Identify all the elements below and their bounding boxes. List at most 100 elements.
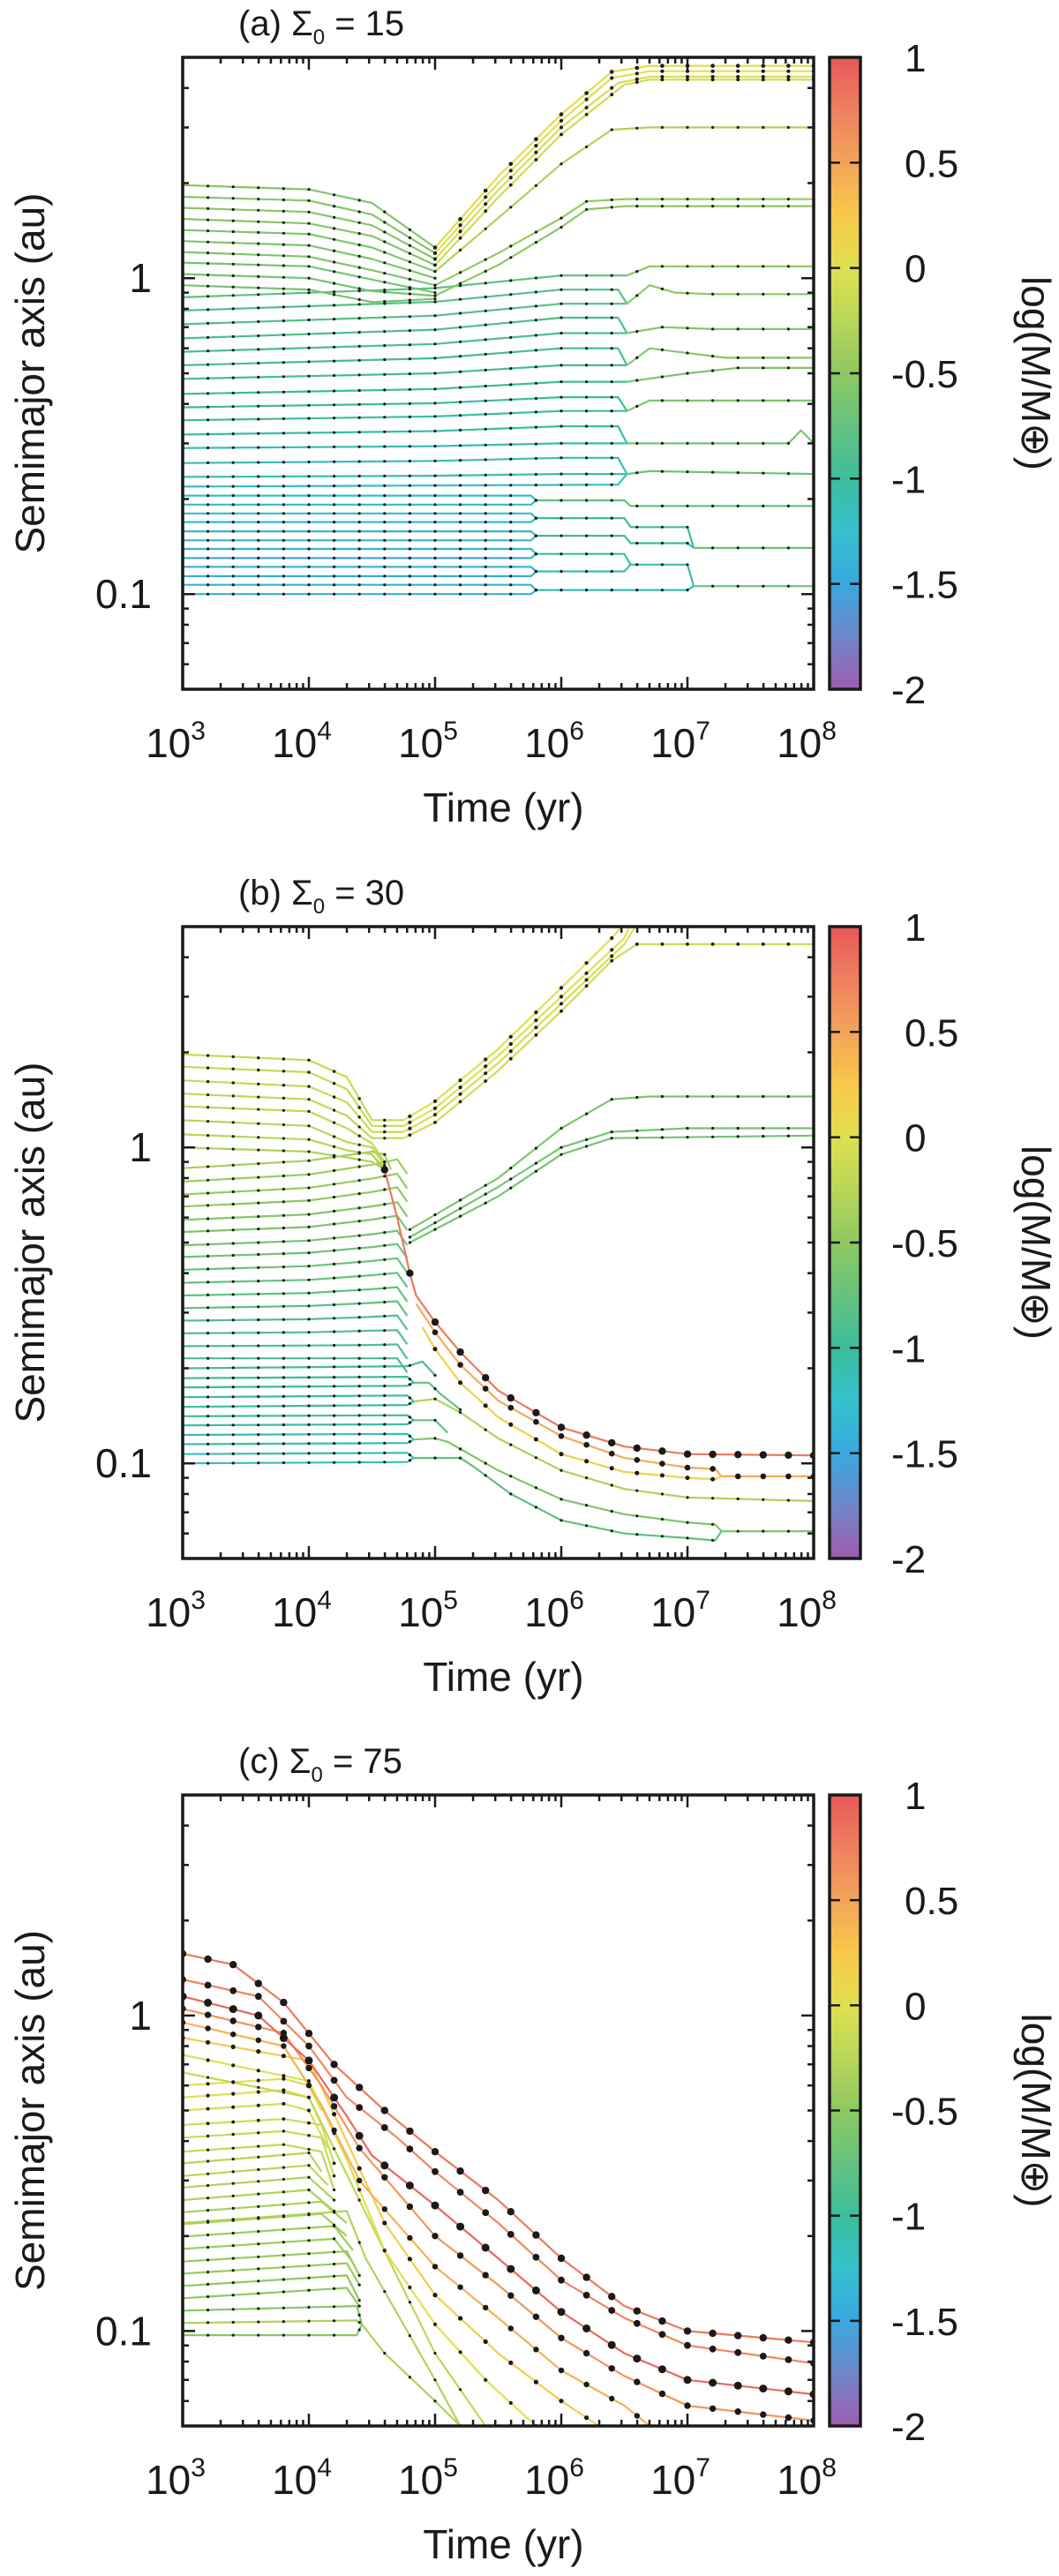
- output-marker: [509, 512, 513, 515]
- output-marker: [231, 1442, 235, 1446]
- x-tick-base: 10: [272, 2457, 317, 2503]
- output-marker: [307, 1124, 311, 1128]
- output-marker: [307, 1365, 311, 1369]
- output-marker: [257, 2085, 260, 2089]
- output-marker: [207, 1191, 210, 1195]
- output-marker: [357, 494, 361, 498]
- output-marker: [357, 565, 361, 568]
- output-marker: [534, 442, 538, 446]
- output-marker: [433, 494, 437, 498]
- output-marker: [281, 2043, 287, 2049]
- output-marker: [507, 2208, 514, 2216]
- output-marker: [762, 1135, 765, 1138]
- output-marker: [383, 302, 387, 305]
- output-marker: [710, 75, 715, 79]
- output-marker: [509, 457, 513, 461]
- output-marker: [231, 2206, 235, 2210]
- output-marker: [610, 331, 613, 335]
- output-marker: [257, 242, 260, 245]
- output-marker: [383, 1216, 387, 1220]
- x-tick-label: 105: [398, 1586, 458, 1635]
- output-marker: [333, 373, 336, 378]
- output-marker: [333, 1168, 336, 1172]
- output-marker: [307, 494, 311, 498]
- output-marker: [560, 302, 563, 305]
- output-marker: [307, 1385, 311, 1388]
- output-marker: [484, 494, 487, 498]
- output-marker: [257, 512, 260, 515]
- output-marker: [257, 1082, 260, 1086]
- output-marker: [206, 2058, 210, 2062]
- output-marker: [383, 1414, 387, 1417]
- output-marker: [534, 516, 538, 520]
- output-marker: [711, 125, 715, 129]
- output-marker: [257, 432, 260, 435]
- output-marker: [357, 1394, 361, 1398]
- output-marker: [585, 472, 589, 476]
- output-marker: [257, 319, 260, 324]
- output-marker: [736, 292, 740, 296]
- output-marker: [207, 432, 210, 436]
- output-marker: [711, 198, 715, 201]
- output-marker: [231, 1242, 235, 1245]
- output-marker: [229, 2017, 237, 2024]
- output-marker: [207, 1332, 210, 1335]
- trajectory-line: [183, 1079, 404, 1133]
- output-marker: [610, 499, 613, 502]
- output-marker: [207, 1146, 210, 1150]
- x-axis-label: Time (yr): [423, 2521, 583, 2567]
- output-marker: [207, 494, 210, 498]
- output-marker: [784, 2387, 792, 2396]
- output-marker: [333, 1404, 336, 1408]
- output-marker: [257, 2131, 260, 2135]
- x-tick-base: 10: [398, 720, 443, 766]
- output-marker: [383, 281, 387, 284]
- output-marker: [383, 1124, 387, 1128]
- output-marker: [534, 304, 538, 308]
- output-marker: [282, 1365, 285, 1369]
- output-marker: [307, 431, 311, 435]
- output-marker: [333, 282, 336, 285]
- output-marker: [762, 292, 765, 296]
- output-marker: [709, 2405, 717, 2412]
- output-marker: [711, 1522, 715, 1526]
- output-marker: [458, 236, 462, 240]
- output-marker: [383, 1461, 387, 1464]
- output-marker: [231, 219, 235, 222]
- output-marker: [207, 512, 210, 515]
- output-marker: [585, 364, 589, 367]
- output-marker: [383, 474, 387, 477]
- output-marker: [635, 294, 639, 297]
- output-marker: [333, 1108, 336, 1112]
- output-marker: [282, 1404, 285, 1408]
- colorbar-tick-label: -1: [891, 458, 926, 501]
- output-marker: [382, 2220, 387, 2226]
- output-marker: [231, 334, 235, 338]
- output-marker: [207, 592, 210, 596]
- output-marker: [433, 1373, 437, 1377]
- output-marker: [333, 575, 336, 578]
- output-marker: [635, 1489, 639, 1492]
- output-marker: [257, 1122, 260, 1125]
- output-marker: [357, 2321, 361, 2324]
- colorbar-tick-label: 0: [905, 1117, 926, 1160]
- output-marker: [206, 1066, 210, 1070]
- trajectory-line: [183, 529, 537, 537]
- output-marker: [431, 1318, 439, 1326]
- output-marker: [207, 363, 210, 366]
- output-marker: [383, 2352, 387, 2355]
- output-marker: [257, 494, 260, 498]
- output-marker: [357, 445, 361, 448]
- output-marker: [560, 1002, 563, 1006]
- output-marker: [307, 556, 311, 560]
- output-marker: [458, 229, 462, 234]
- output-marker: [356, 2104, 364, 2112]
- output-marker: [560, 424, 563, 428]
- output-marker: [207, 349, 210, 353]
- x-tick-exponent: 4: [317, 1586, 332, 1615]
- x-tick-exponent: 5: [443, 1586, 458, 1615]
- output-marker: [508, 169, 513, 173]
- output-marker: [533, 1418, 539, 1425]
- output-marker: [585, 207, 589, 211]
- output-marker: [307, 592, 311, 596]
